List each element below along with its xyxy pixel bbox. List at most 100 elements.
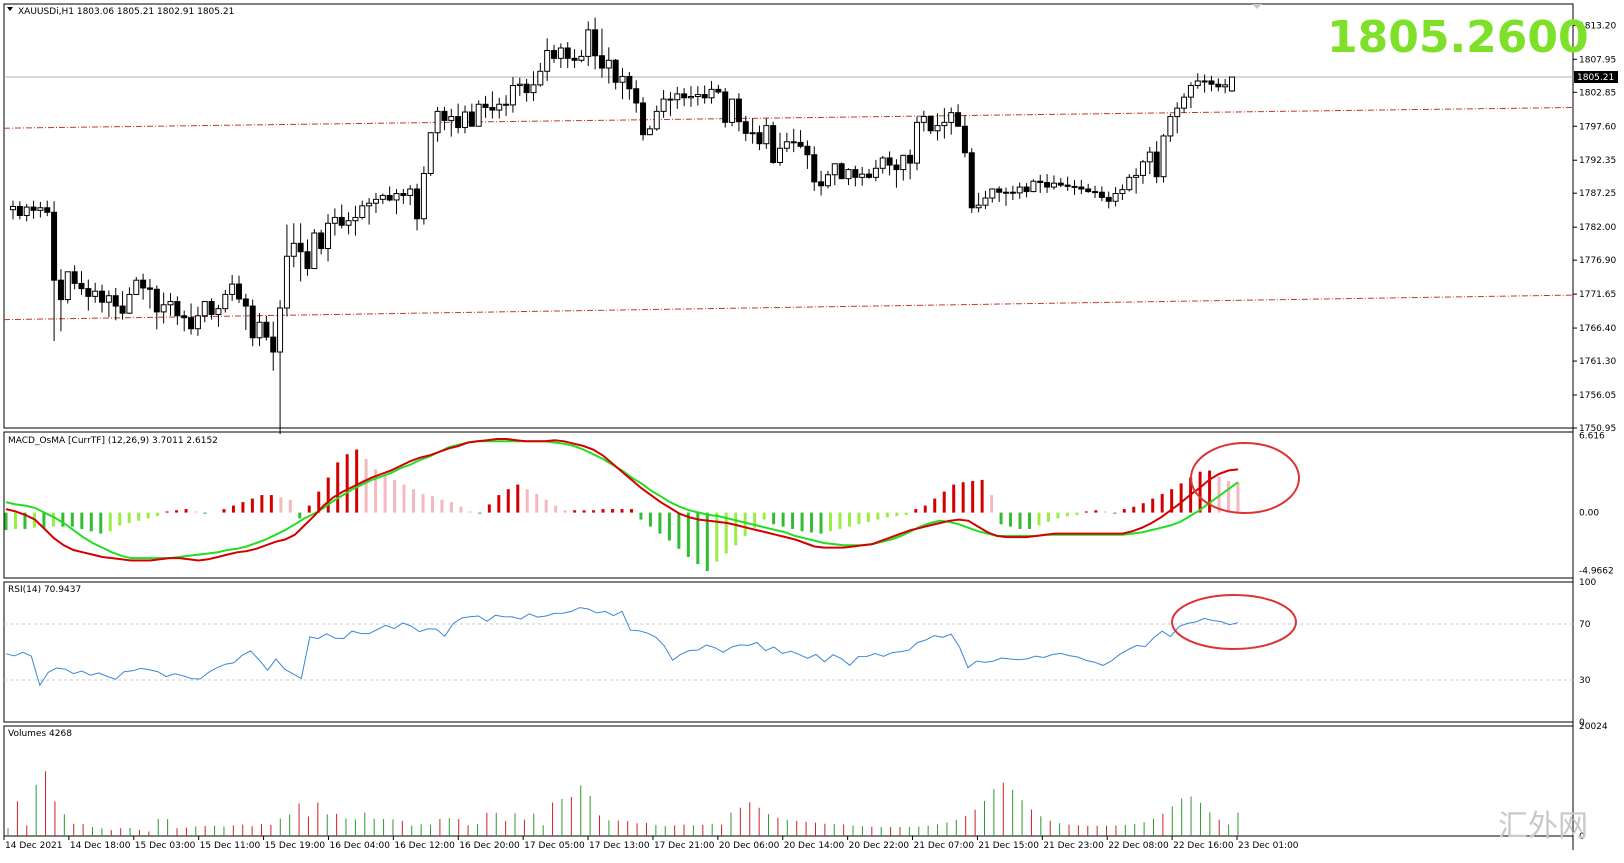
candle [824,170,831,189]
candle [201,300,208,323]
trendlines [3,76,1574,321]
candle-body [674,93,681,101]
rsi-axis-label: 100 [1579,578,1596,588]
candle-body [414,188,421,220]
candle [1009,185,1016,200]
candle [249,299,256,347]
candle [941,108,948,139]
candle [30,200,37,219]
candle [605,47,612,84]
candle-body [359,205,366,218]
candle [153,285,160,330]
candle [708,80,715,104]
candle-body [1229,76,1235,92]
candle-body [256,321,263,339]
candle-body [1174,107,1181,118]
candle [557,43,564,69]
candle-body [756,132,763,145]
candle-body [838,163,845,180]
candle [701,85,708,104]
candle-body [263,321,270,338]
candle [427,132,434,177]
candle [1174,102,1181,134]
macd-axis-label: 0.00 [1579,509,1599,519]
candle [1208,75,1215,92]
rsi-line [5,607,1239,687]
candle [592,17,599,70]
candle [934,113,941,141]
candle [872,159,879,182]
candle-body [222,293,229,310]
candle [694,86,701,106]
candle [318,229,325,255]
candle [1119,184,1126,200]
candlesticks[interactable] [10,17,1235,435]
candle-body [105,295,112,303]
candle-body [598,55,605,69]
candle-body [1098,191,1105,198]
candle [619,68,626,100]
candle [975,192,982,213]
time-tick-label: 20 Dec 22:00 [849,841,910,851]
candle [420,166,427,225]
candle [585,21,592,67]
candle [1105,191,1112,209]
candle [475,100,482,127]
candle-body [235,283,242,300]
candle [598,28,605,78]
candle-body [585,29,592,57]
candle [37,201,44,218]
candle [160,292,167,324]
candle-body [886,157,893,166]
candle-body [57,279,64,301]
candle [913,116,920,171]
candle [640,97,647,141]
candle-body [338,216,345,226]
candle-body [626,75,633,90]
candle [414,183,421,231]
candle-body [640,102,647,136]
candle [325,214,332,262]
candle-body [482,103,489,108]
candle-body [461,111,468,129]
candle [886,151,893,176]
candle-body [133,279,140,295]
candle [790,128,797,153]
candle-body [694,94,701,97]
candle-body [1126,176,1133,191]
candle-body [523,83,530,94]
volume-panel-frame [3,725,1574,837]
candle [338,204,345,229]
candle-body [646,128,653,136]
macd-highlight-circle [1190,442,1300,514]
candle [955,104,962,127]
candle-body [571,57,578,61]
volume-panel [7,771,1239,836]
candle-body [982,197,989,206]
candle [311,229,318,270]
candle [633,80,640,113]
candle-body [1003,191,1010,194]
rsi-axis-label: 70 [1579,620,1591,630]
time-tick-label: 20 Dec 06:00 [719,841,780,851]
candle-body [831,163,838,176]
symbol-header: XAUUSDi,H1 1803.06 1805.21 1802.91 1805.… [18,7,234,17]
candle [845,168,852,186]
candle [1215,78,1222,92]
candle [1201,74,1208,93]
big-price-label: 1805.2600 [1327,12,1589,63]
candle [530,71,537,102]
price-tick-label: 1792.35 [1579,156,1616,166]
candle [1064,176,1071,191]
candle [968,148,975,213]
candle [722,88,729,128]
candle-body [489,106,496,111]
candle-body [140,279,147,289]
price-tick-label: 1756.05 [1579,391,1616,401]
candle [653,105,660,131]
candle [1078,179,1085,195]
candle-body [311,232,318,270]
time-tick-label: 22 Dec 08:00 [1108,841,1169,851]
candle-body [427,132,434,174]
candle [256,313,263,347]
